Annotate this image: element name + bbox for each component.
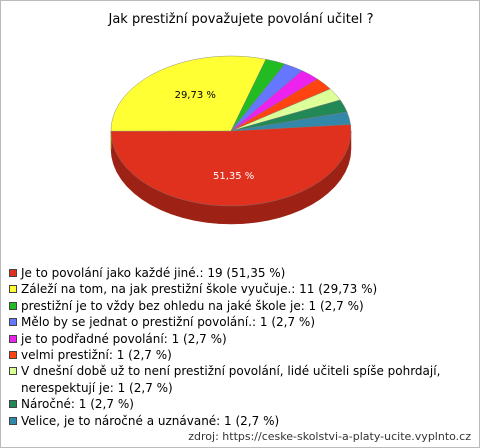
slice-label: 29,73 % — [175, 90, 216, 101]
legend-item: Náročné: 1 (2,7 %) — [9, 396, 459, 412]
legend: Je to povolání jako každé jiné.: 19 (51,… — [9, 265, 459, 429]
legend-item: Je to povolání jako každé jiné.: 19 (51,… — [9, 265, 459, 281]
slice — [110, 55, 267, 132]
legend-label: V dnešní době už to není prestižní povol… — [21, 364, 441, 395]
legend-label: je to podřadné povolání: 1 (2,7 %) — [21, 331, 227, 346]
legend-item: V dnešní době už to není prestižní povol… — [9, 363, 459, 396]
legend-item: velmi prestižní: 1 (2,7 %) — [9, 347, 459, 363]
source-note: zdroj: https://ceske-skolstvi-a-platy-uc… — [188, 430, 471, 443]
legend-swatch — [9, 318, 17, 327]
legend-swatch — [9, 351, 17, 360]
chart-title: Jak prestižní považujete povolání učitel… — [108, 12, 374, 27]
legend-swatch — [9, 334, 17, 343]
legend-label: Náročné: 1 (2,7 %) — [21, 397, 134, 412]
legend-item: je to podřadné povolání: 1 (2,7 %) — [9, 331, 459, 347]
legend-item: Mělo by se jednat o prestižní povolání.:… — [9, 314, 459, 330]
pie-area: Jak prestižní považujete povolání učitel… — [108, 12, 374, 225]
legend-item: Záleží na tom, na jak prestižní škole vy… — [9, 281, 459, 297]
legend-swatch — [9, 367, 17, 376]
legend-item: prestižní je to vždy bez ohledu na jaké … — [9, 298, 459, 314]
legend-item: Velice, je to náročné a uznávané: 1 (2,7… — [9, 413, 459, 429]
legend-label: prestižní je to vždy bez ohledu na jaké … — [21, 298, 364, 313]
legend-label: Velice, je to náročné a uznávané: 1 (2,7… — [21, 413, 280, 428]
legend-label: Záleží na tom, na jak prestižní škole vy… — [21, 282, 378, 297]
legend-swatch — [9, 285, 17, 294]
legend-swatch — [9, 416, 17, 425]
slice-label: 51,35 % — [213, 171, 254, 182]
legend-label: velmi prestižní: 1 (2,7 %) — [21, 348, 172, 363]
legend-swatch — [9, 269, 17, 277]
slice — [230, 111, 351, 132]
legend-swatch — [9, 301, 17, 310]
legend-swatch — [9, 400, 17, 409]
slice — [110, 124, 352, 207]
legend-label: Mělo by se jednat o prestižní povolání.:… — [21, 315, 316, 330]
legend-label: Je to povolání jako každé jiné.: 19 (51,… — [21, 266, 286, 280]
